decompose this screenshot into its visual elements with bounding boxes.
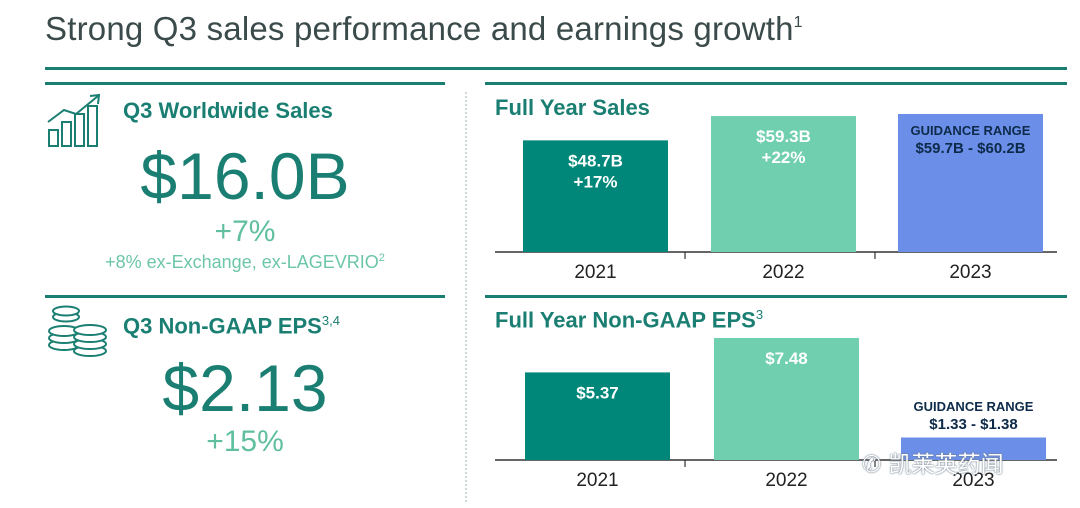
wechat-icon: ✆ — [862, 452, 882, 478]
sales-kpi-divider — [45, 82, 445, 85]
eps-kpi-change: +15% — [206, 425, 284, 458]
sales-chart-label-2022-0: $59.3B — [756, 127, 811, 146]
sales-chart-category-2021: 2021 — [574, 262, 616, 283]
sales-kpi-note: +8% ex-Exchange, ex-LAGEVRIO2 — [105, 252, 385, 272]
eps-kpi-value: $2.13 — [162, 351, 328, 425]
eps-kpi-divider — [45, 295, 445, 298]
sales-chart-label-2023-0: GUIDANCE RANGE — [911, 123, 1031, 138]
sales-kpi-change: +7% — [214, 215, 276, 248]
sales-chart-category-2023: 2023 — [949, 262, 991, 283]
sales-chart-bar-2023 — [898, 114, 1043, 252]
sales-chart-label-2021-1: +17% — [574, 172, 618, 191]
column-separator — [465, 92, 467, 502]
eps-chart-label-2023-1: $1.33 - $1.38 — [929, 416, 1017, 433]
sales-chart-bar-2021 — [523, 140, 668, 252]
eps-chart-bar-2023 — [901, 437, 1046, 460]
growth-chart-icon — [47, 93, 101, 147]
eps-chart: 2021 $5.37 2022 $7.48 2023 GUIDANCE RANGE $1.3… — [495, 338, 1057, 491]
eps-chart-label-2022-0: $7.48 — [765, 349, 808, 368]
header-divider — [45, 67, 1067, 70]
sales-chart-label-2023-1: $59.7B - $60.2B — [915, 140, 1025, 157]
eps-chart-title: Full Year Non-GAAP EPS3 — [495, 307, 764, 333]
sales-chart: 2021 $48.7B +17% 2022 $59.3B +22% 2023 GUIDANCE… — [495, 114, 1057, 283]
sales-chart-divider — [485, 82, 1067, 85]
eps-chart-label-2023-0: GUIDANCE RANGE — [914, 399, 1034, 414]
sales-chart-title: Full Year Sales — [495, 95, 650, 120]
eps-chart-label-2021-0: $5.37 — [576, 383, 619, 402]
eps-chart-category-2023: 2023 — [952, 470, 994, 491]
sales-chart-category-2022: 2022 — [762, 262, 804, 283]
eps-chart-category-2021: 2021 — [576, 470, 618, 491]
eps-chart-bar-2022 — [714, 338, 859, 460]
page-title: Strong Q3 sales performance and earnings… — [45, 10, 803, 47]
eps-kpi-heading: Q3 Non-GAAP EPS3,4 — [123, 313, 340, 339]
sales-chart-bar-2022 — [711, 116, 856, 252]
sales-chart-label-2022-1: +22% — [762, 148, 806, 167]
eps-chart-bar-2021 — [525, 372, 670, 460]
sales-chart-label-2021-0: $48.7B — [568, 151, 623, 170]
sales-kpi-heading: Q3 Worldwide Sales — [123, 98, 333, 123]
eps-chart-category-2022: 2022 — [765, 470, 807, 491]
eps-chart-divider — [485, 295, 1067, 298]
sales-kpi-value: $16.0B — [140, 139, 350, 213]
watermark: ✆ 凯莱英药闻 — [862, 452, 1004, 478]
coin-stack-icon — [48, 305, 107, 357]
